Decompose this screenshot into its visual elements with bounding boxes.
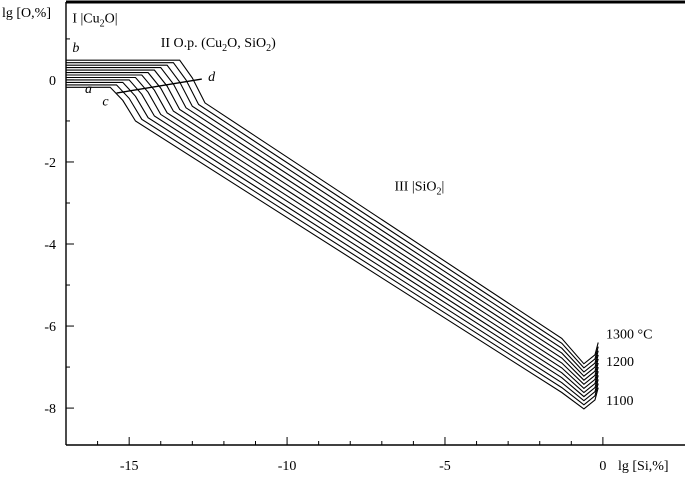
series-line-1 [66,86,599,410]
temperature-label: 1300 °C [606,327,652,342]
curves [66,59,599,410]
point-label-d: d [208,70,216,85]
series-line-10 [66,64,599,373]
temperature-label: 1200 [606,355,634,370]
point-label-b: b [72,41,79,56]
region-2-label: II O.p. (Cu2O, SiO2) [161,36,276,54]
x-tick-label: 0 [599,459,606,474]
plot-frame [65,0,685,446]
label-part: I |Cu [72,12,99,27]
y-tick-label: -2 [44,156,56,171]
series-line-3 [66,81,599,402]
temperature-label: 1100 [606,394,633,409]
label-part: ) [271,36,276,51]
point-label-a: a [85,82,92,97]
region-3-label: III |SiO2| [394,180,444,198]
label-part: O| [105,12,118,27]
x-tick-label: -15 [120,459,139,474]
series-line-4 [66,79,599,398]
series-line-6 [66,74,599,390]
x-tick-label: -5 [439,459,451,474]
axes: 0 -2 -4 -6 -8 -15 -10 -5 0 lg [O,%] lg [Si,%] [2,6,669,474]
series-line-5 [66,76,599,394]
y-axis-label: lg [O,%] [2,6,51,21]
point-label-c: c [102,94,109,109]
subscript: 2 [437,187,442,198]
subscript: 2 [100,19,105,30]
boundary-line-c-d [116,78,202,94]
series-line-9 [66,67,599,377]
series-line-8 [66,69,599,381]
label-part: III |SiO [394,180,436,195]
label-part: | [442,180,445,195]
y-tick-label: -4 [44,238,56,253]
x-tick-label: -10 [278,459,297,474]
series-line-11 [66,62,599,369]
y-tick-label: -8 [44,402,56,417]
label-part: O, SiO [227,36,266,51]
y-tick-label: 0 [49,74,56,89]
series-line-12 [66,59,599,365]
series-line-7 [66,72,599,386]
region-1-label: I |Cu2O| [72,12,117,30]
y-tick-label: -6 [44,320,56,335]
subscript: 2 [266,43,271,54]
subscript: 2 [222,43,227,54]
label-part: II O.p. (Cu [161,36,222,51]
series-line-2 [66,84,599,406]
x-axis-label: lg [Si,%] [618,459,669,474]
